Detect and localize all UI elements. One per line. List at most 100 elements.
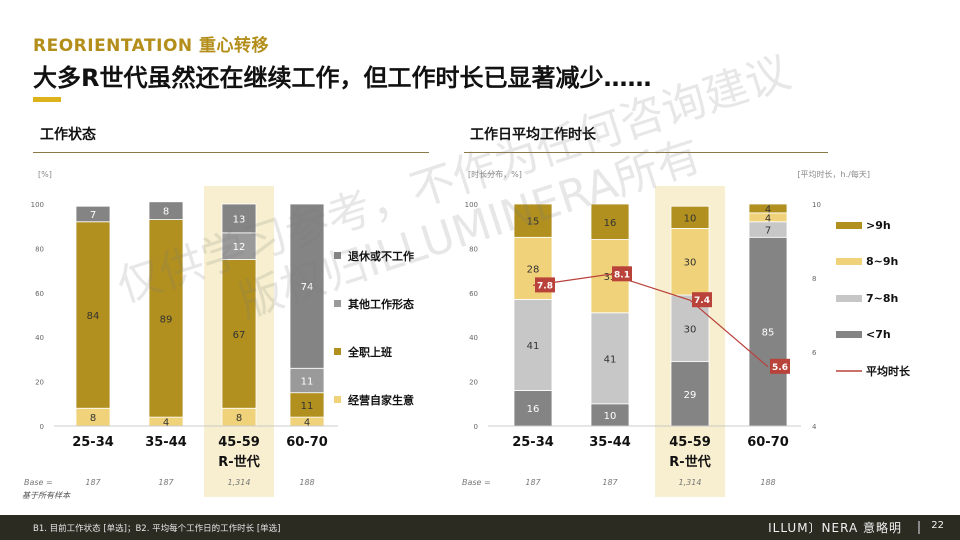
chart-2-x-tick-label: 35-44 xyxy=(589,435,631,450)
chart-1-bar-value-label: 11 xyxy=(301,376,314,387)
chart-1-bar-segment xyxy=(221,232,257,260)
chart-1-x-tick-label: 60-70 xyxy=(286,435,328,450)
chart-2-bar-value-label: 16 xyxy=(527,404,540,415)
chart-2-legend-swatch xyxy=(836,295,862,302)
chart-2-y2-tick-label: 4 xyxy=(812,423,817,431)
chart-1-bar-segment xyxy=(148,219,184,418)
chart-1-bar-segment xyxy=(75,221,111,409)
chart-1-bar-value-label: 13 xyxy=(233,214,246,225)
chart-2-y-tick-label: 100 xyxy=(465,201,478,209)
chart-2-bar-value-label: 33 xyxy=(604,272,617,283)
chart-1-legend-swatch xyxy=(334,396,341,403)
chart-2-line-point-marker xyxy=(535,277,555,293)
chart-1-bar-value-label: 67 xyxy=(233,330,246,341)
chart-1-bar-value-label: 8 xyxy=(163,207,169,218)
chart-1-bar-value-label: 74 xyxy=(301,282,314,293)
chart-2-bar-value-label: 30 xyxy=(684,324,697,335)
chart-1-y-tick-label: 40 xyxy=(35,334,44,342)
chart-2-line-point-marker xyxy=(770,358,790,374)
chart-1-bar-segment xyxy=(221,203,257,234)
chart-1-title-rule xyxy=(33,152,429,153)
chart-2-legend-swatch xyxy=(836,258,862,265)
chart-2-legend-label: >9h xyxy=(866,219,891,232)
footer-divider xyxy=(918,521,920,534)
chart-1-bar-segment xyxy=(75,205,111,223)
chart-2-bar-value-label: 15 xyxy=(527,217,540,228)
chart-2-y-unit-label: [时长分布，%] xyxy=(468,169,522,179)
chart-1-legend-label: 其他工作形态 xyxy=(348,297,414,311)
chart-2-line-point-label: 7.8 xyxy=(537,281,553,291)
chart-2-legend-swatch xyxy=(836,222,862,229)
chart-2-bar-segment xyxy=(590,203,630,240)
chart-2-legend-label: <7h xyxy=(866,328,891,341)
chart-1-bar-value-label: 7 xyxy=(90,210,96,221)
chart-1-bar-value-label: 8 xyxy=(236,413,242,424)
sample-footnote: 基于所有样本 xyxy=(22,491,70,500)
chart-1-legend-swatch xyxy=(334,348,341,355)
chart-1-legend-label: 退休或不工作 xyxy=(348,249,414,263)
chart-1-x-tick-sublabel: R-世代 xyxy=(218,454,259,470)
chart-2-x-tick-sublabel: R-世代 xyxy=(669,454,710,470)
chart-2-line-series xyxy=(532,273,769,368)
chart-2-bar-segment xyxy=(748,203,788,214)
chart-2-bar-value-label: 10 xyxy=(604,411,617,422)
chart-2-bar-value-label: 85 xyxy=(762,328,775,339)
chart-2-base-label: Base = xyxy=(462,478,491,487)
chart-1-legend-swatch xyxy=(334,252,341,259)
chart-2-bar-value-label: 29 xyxy=(684,390,697,401)
chart-1-legend-label: 全职上班 xyxy=(347,345,392,359)
chart-1-bar-segment xyxy=(148,201,184,220)
chart-1-base-value: 187 xyxy=(85,478,101,487)
chart-1-title: 工作状态 xyxy=(40,127,96,143)
chart-1-y-tick-label: 0 xyxy=(40,423,44,431)
chart-2-bar-value-label: 4 xyxy=(765,213,771,224)
chart-1-bar-value-label: 89 xyxy=(160,314,173,325)
chart-2-base-value: 188 xyxy=(760,478,775,487)
chart-2-y2-tick-label: 10 xyxy=(812,201,821,209)
chart-2-legend-label: 7~8h xyxy=(866,292,898,305)
chart-2-bar-value-label: 16 xyxy=(604,218,617,229)
chart-1-y-tick-label: 20 xyxy=(35,379,44,387)
chart-2-base-value: 187 xyxy=(602,478,618,487)
chart-1-bar-segment xyxy=(289,392,325,418)
chart-1-y-tick-label: 60 xyxy=(35,290,44,298)
chart-2-bar-value-label: 4 xyxy=(765,204,771,215)
chart-1-bar-value-label: 84 xyxy=(87,311,100,322)
chart-2-title: 工作日平均工作时长 xyxy=(470,127,596,143)
chart-2-line-point-marker xyxy=(612,266,632,282)
chart-2-bar-value-label: 28 xyxy=(527,264,540,275)
chart-2-y-tick-label: 40 xyxy=(469,334,478,342)
header-kicker: REORIENTATION 重心转移 xyxy=(33,36,270,56)
brand-logo: ILLUM〕NERA 意略明 xyxy=(768,521,902,535)
chart-2-x-tick-label: 25-34 xyxy=(512,435,554,450)
chart-2-bar-value-label: 41 xyxy=(527,341,540,352)
chart-2-bar-segment xyxy=(670,228,710,296)
chart-2-bar-value-label: 30 xyxy=(684,258,697,269)
chart-2-bar-segment xyxy=(670,361,710,427)
chart-2-legend-swatch xyxy=(836,331,862,338)
chart-1-x-tick-label: 35-44 xyxy=(145,435,187,450)
chart-1-y-tick-label: 80 xyxy=(35,245,44,253)
chart-2-bar-value-label: 7 xyxy=(765,226,771,237)
chart-1-base-value: 187 xyxy=(158,478,174,487)
chart-2-y-tick-label: 20 xyxy=(469,379,478,387)
chart-2-title-rule xyxy=(464,152,828,153)
chart-1-x-tick-label: 45-59 xyxy=(218,435,260,450)
chart-1-base-value: 188 xyxy=(299,478,314,487)
chart-2-legend-label: 8~9h xyxy=(866,255,898,268)
chart-1-bar-value-label: 4 xyxy=(304,418,310,429)
chart-1-legend-label: 经营自家生意 xyxy=(348,393,414,407)
chart-1-base-label: Base = xyxy=(24,478,53,487)
chart-2-y-tick-label: 0 xyxy=(474,423,478,431)
chart-2-y2-unit-label: [平均时长，h./每天] xyxy=(797,169,870,179)
chart-1-bar-segment xyxy=(289,203,325,369)
chart-2-y-tick-label: 60 xyxy=(469,290,478,298)
chart-2-y2-tick-label: 6 xyxy=(812,349,817,357)
chart-2-y2-tick-label: 8 xyxy=(812,275,816,283)
chart-2-y-tick-label: 80 xyxy=(469,245,478,253)
chart-2-bar-value-label: 41 xyxy=(604,354,617,365)
footer-question-note: B1. 目前工作状态 [单选]；B2. 平均每个工作日的工作时长 [单选] xyxy=(33,524,281,534)
chart-2-line-point-label: 8.1 xyxy=(614,270,630,280)
chart-1-bar-value-label: 11 xyxy=(301,401,314,412)
